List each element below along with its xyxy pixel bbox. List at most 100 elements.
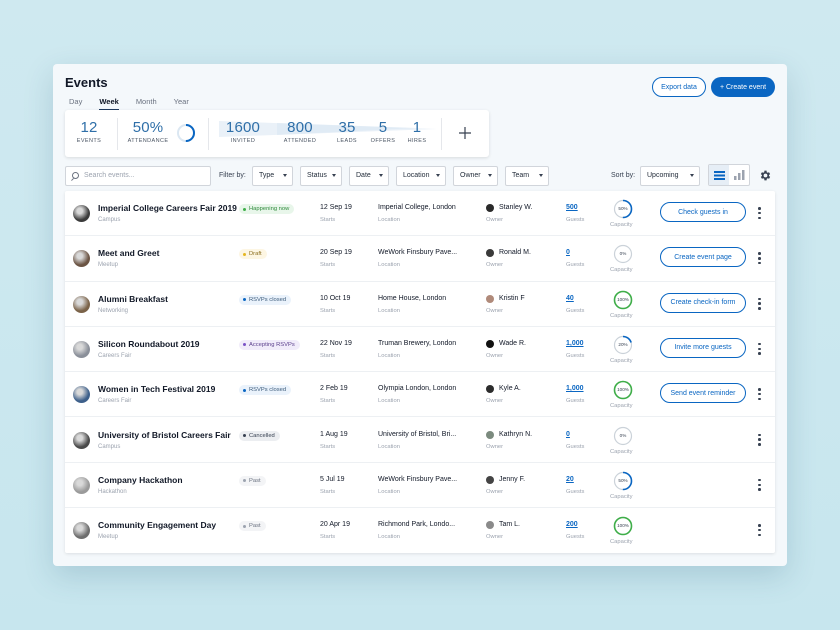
status-text: Past	[249, 523, 261, 530]
owner-avatar	[486, 204, 494, 212]
chevron-down-icon	[332, 174, 336, 177]
sort-value: Upcoming	[647, 172, 679, 179]
stat-label: ATTENDED	[283, 138, 317, 144]
divider	[208, 118, 209, 150]
event-owner: Kathryn N.	[499, 430, 533, 438]
event-name[interactable]: Alumni Breakfast	[98, 293, 168, 304]
plus-icon[interactable]	[459, 127, 471, 139]
guests-link[interactable]: 200	[566, 521, 578, 529]
chevron-down-icon	[539, 174, 543, 177]
capacity-value: 0%	[619, 432, 627, 438]
stat-value: 1	[412, 119, 422, 136]
table-row[interactable]: Silicon Roundabout 2019 Careers Fair Accep…	[65, 327, 775, 373]
table-row[interactable]: Meet and Greet Meetup Draft 20 Sep 19 Starts…	[65, 236, 775, 282]
capacity-value: 50%	[618, 477, 628, 483]
more-options-icon[interactable]	[758, 207, 761, 219]
create-event-button[interactable]: + Create event	[711, 77, 775, 97]
event-name[interactable]: Women in Tech Festival 2019	[98, 384, 216, 395]
event-location: Olympia London, London	[378, 385, 457, 393]
more-options-icon[interactable]	[758, 252, 761, 265]
event-location: WeWork Finsbury Pave...	[378, 249, 458, 257]
date-caption: Starts	[320, 488, 336, 495]
more-options-icon[interactable]	[758, 388, 761, 401]
list-view-button[interactable]	[709, 165, 729, 185]
location-caption: Location	[378, 534, 400, 541]
chart-view-button[interactable]	[729, 165, 749, 185]
gear-icon[interactable]	[759, 169, 772, 182]
chevron-down-icon	[436, 174, 440, 177]
chevron-down-icon	[283, 174, 287, 177]
guests-caption: Guests	[566, 262, 585, 269]
table-row[interactable]: University of Bristol Careers Fair Campus…	[65, 418, 775, 463]
event-name[interactable]: University of Bristol Careers Fair	[98, 429, 231, 440]
guests-link[interactable]: 0	[566, 249, 570, 257]
event-name[interactable]: Silicon Roundabout 2019	[98, 338, 200, 349]
capacity-value: 100%	[617, 387, 629, 393]
row-action-button[interactable]: Create check-in form	[660, 292, 746, 313]
period-tabs: Day Week Month Year	[69, 97, 206, 110]
guests-link[interactable]: 500	[566, 204, 578, 211]
search-input[interactable]: Search events...	[65, 166, 211, 186]
table-row[interactable]: Company Hackathon Hackathon Past 5 Jul 19 St…	[65, 463, 775, 509]
filter-team-dropdown[interactable]: Team	[505, 166, 549, 186]
more-options-icon[interactable]	[758, 297, 761, 310]
event-owner: Wade R.	[499, 339, 526, 347]
owner-caption: Owner	[486, 262, 504, 269]
owner-caption: Owner	[486, 488, 504, 495]
dropdown-label: Owner	[460, 172, 481, 179]
capacity-value: 0%	[619, 251, 627, 257]
guests-link[interactable]: 20	[566, 475, 574, 483]
date-caption: Starts	[320, 534, 336, 541]
more-options-icon[interactable]	[758, 478, 761, 491]
table-row[interactable]: Imperial College Careers Fair 2019 Campus…	[65, 191, 775, 237]
guests-link[interactable]: 1,000	[566, 385, 584, 393]
event-name[interactable]: Meet and Greet	[98, 248, 160, 259]
table-row[interactable]: Alumni Breakfast Networking RSVPs closed 10…	[65, 282, 775, 327]
guests-link[interactable]: 40	[566, 294, 574, 302]
more-options-icon[interactable]	[758, 433, 761, 446]
row-action-button[interactable]: Invite more guests	[660, 337, 746, 358]
table-row[interactable]: Community Engagement Day Meetup Past 20 Apr…	[65, 508, 775, 553]
event-name[interactable]: Community Engagement Day	[98, 520, 217, 531]
sort-dropdown[interactable]: Upcoming	[640, 166, 700, 186]
tab-day[interactable]: Day	[69, 97, 83, 106]
guests-link[interactable]: 0	[566, 430, 570, 438]
tab-month[interactable]: Month	[135, 97, 157, 106]
owner-avatar	[486, 475, 494, 484]
location-caption: Location	[378, 443, 400, 450]
tab-week[interactable]: Week	[99, 97, 119, 110]
tab-year[interactable]: Year	[173, 97, 189, 106]
event-owner: Stanley W.	[499, 204, 533, 211]
filter-location-dropdown[interactable]: Location	[396, 166, 446, 186]
owner-avatar	[486, 385, 494, 394]
capacity-ring-icon	[613, 245, 633, 264]
event-date: 12 Sep 19	[320, 204, 352, 211]
guests-caption: Guests	[566, 352, 585, 359]
filter-date-dropdown[interactable]: Date	[349, 166, 389, 186]
more-options-icon[interactable]	[758, 342, 761, 355]
stat-events: 12 EVENTS	[75, 119, 103, 144]
guests-link[interactable]: 1,000	[566, 339, 584, 347]
row-action-button[interactable]: Send event reminder	[660, 383, 746, 404]
row-action-button[interactable]: Check guests in	[660, 202, 746, 222]
event-owner: Jenny F.	[499, 475, 526, 483]
row-action-button[interactable]: Create event page	[660, 247, 746, 268]
event-name[interactable]: Company Hackathon	[98, 474, 183, 485]
location-caption: Location	[378, 262, 400, 269]
stat-attendance-value: 50%	[132, 119, 164, 136]
stat-label: INVITED	[230, 138, 256, 144]
stat-value: 1600	[225, 119, 261, 136]
event-name[interactable]: Imperial College Careers Fair 2019	[98, 203, 237, 213]
sort-label: Sort by:	[611, 172, 636, 179]
dropdown-label: Location	[403, 172, 430, 179]
table-row[interactable]: Women in Tech Festival 2019 Careers Fair R…	[65, 372, 775, 418]
filter-owner-dropdown[interactable]: Owner	[453, 166, 498, 186]
more-options-icon[interactable]	[758, 524, 761, 537]
export-data-button[interactable]: Export data	[652, 77, 706, 97]
event-date: 5 Jul 19	[320, 475, 345, 483]
event-date: 20 Sep 19	[320, 249, 352, 257]
filter-type-dropdown[interactable]: Type	[252, 166, 293, 186]
guests-caption: Guests	[566, 443, 585, 450]
status-text: Draft	[249, 251, 262, 258]
filter-status-dropdown[interactable]: Status	[300, 166, 342, 186]
